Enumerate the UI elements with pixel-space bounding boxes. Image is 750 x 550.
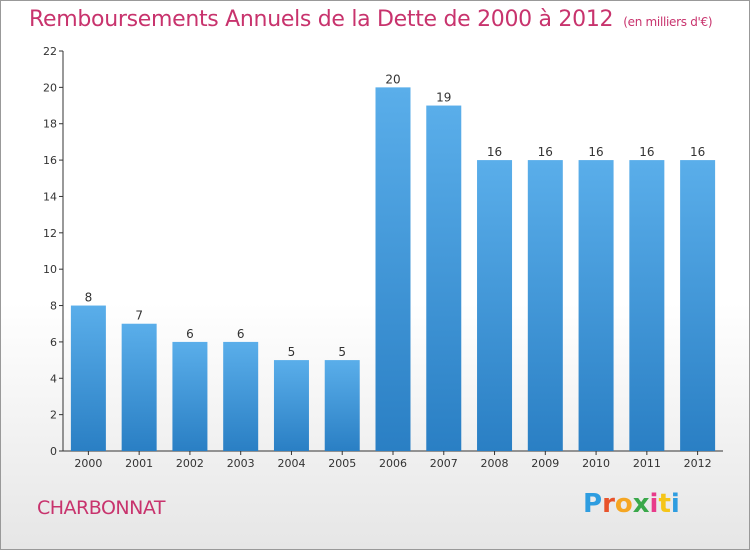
y-tick-label: 6 xyxy=(50,336,57,349)
logo-letter: t xyxy=(658,489,671,519)
bars xyxy=(70,87,716,451)
y-tick-label: 4 xyxy=(50,372,57,385)
y-tick-label: 20 xyxy=(43,81,57,94)
x-tick-label: 2011 xyxy=(633,457,661,470)
bar xyxy=(680,160,716,451)
commune-name: CHARBONNAT xyxy=(37,497,165,519)
y-tick-label: 16 xyxy=(43,154,57,167)
bar xyxy=(477,160,513,451)
bar xyxy=(324,360,360,451)
logo-letter: i xyxy=(670,489,680,519)
labels: 2000 8 2001 7 2002 6 2003 6 2004 5 2005 5 2006 20 2007… xyxy=(74,72,711,470)
data-label: 16 xyxy=(487,145,502,159)
y-tick-label: 8 xyxy=(50,300,57,313)
logo-letter: r xyxy=(602,489,615,519)
bar xyxy=(629,160,665,451)
x-tick-label: 2005 xyxy=(328,457,356,470)
logo-letter: x xyxy=(632,489,650,519)
bar xyxy=(578,160,614,451)
y-tick-label: 0 xyxy=(50,445,57,458)
data-label: 16 xyxy=(588,145,603,159)
bar xyxy=(121,323,157,451)
chart-title: Remboursements Annuels de la Dette de 20… xyxy=(29,7,713,32)
data-label: 8 xyxy=(85,291,93,305)
data-label: 5 xyxy=(338,345,346,359)
x-tick-label: 2006 xyxy=(379,457,407,470)
chart-unit: (en milliers d'€) xyxy=(623,15,713,29)
y-tick-label: 14 xyxy=(43,190,57,203)
logo-letter: i xyxy=(649,489,659,519)
bar xyxy=(426,105,462,451)
bar xyxy=(70,305,106,451)
x-tick-label: 2001 xyxy=(125,457,153,470)
data-label: 16 xyxy=(690,145,705,159)
x-tick-label: 2012 xyxy=(684,457,712,470)
bar xyxy=(375,87,411,451)
data-label: 20 xyxy=(385,72,400,86)
data-label: 7 xyxy=(135,309,143,323)
chart-title-text: Remboursements Annuels de la Dette de 20… xyxy=(29,7,614,32)
logo-letter: o xyxy=(614,489,633,519)
data-label: 19 xyxy=(436,91,451,105)
bar xyxy=(223,341,259,451)
y-tick-label: 10 xyxy=(43,263,57,276)
x-tick-label: 2004 xyxy=(277,457,305,470)
data-label: 5 xyxy=(288,345,296,359)
y-tick-label: 18 xyxy=(43,118,57,131)
data-label: 16 xyxy=(639,145,654,159)
x-tick-label: 2002 xyxy=(176,457,204,470)
bar xyxy=(172,341,208,451)
bar xyxy=(527,160,563,451)
x-tick-label: 2000 xyxy=(74,457,102,470)
logo-letter: P xyxy=(583,489,603,519)
bar xyxy=(273,360,309,451)
x-tick-label: 2007 xyxy=(430,457,458,470)
x-tick-label: 2008 xyxy=(481,457,509,470)
data-label: 16 xyxy=(538,145,553,159)
y-tick-label: 12 xyxy=(43,227,57,240)
y-tick-label: 2 xyxy=(50,409,57,422)
proxiti-logo[interactable]: Proxiti xyxy=(583,489,680,519)
x-tick-label: 2010 xyxy=(582,457,610,470)
x-tick-label: 2003 xyxy=(227,457,255,470)
data-label: 6 xyxy=(186,327,194,341)
x-tick-label: 2009 xyxy=(531,457,559,470)
y-tick-label: 22 xyxy=(43,45,57,58)
data-label: 6 xyxy=(237,327,245,341)
